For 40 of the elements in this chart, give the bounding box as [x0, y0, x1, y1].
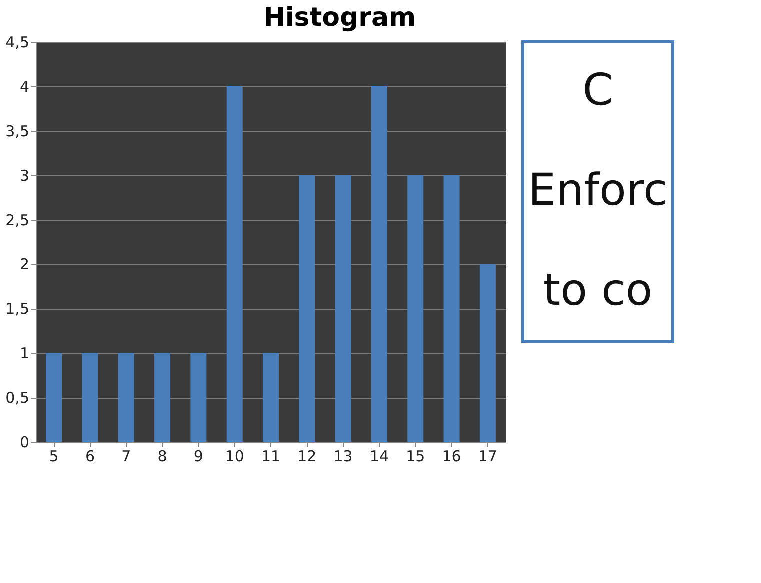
bar	[154, 353, 171, 442]
x-tick-label: 5	[49, 448, 59, 466]
text: C	[582, 65, 614, 116]
bar	[82, 353, 98, 442]
y-tick-label: 4,5	[6, 34, 30, 52]
y-tick-label: 4	[20, 78, 30, 96]
text: to co	[543, 265, 653, 316]
y-tick-label: 1,5	[6, 300, 30, 318]
x-tick-label: 9	[194, 448, 204, 466]
bar	[408, 175, 424, 442]
y-tick-label: 0,5	[6, 389, 30, 408]
bar	[263, 353, 279, 442]
bar	[190, 353, 207, 442]
bar	[335, 175, 352, 442]
x-tick-label: 16	[442, 448, 462, 466]
bar	[226, 86, 243, 442]
text: Enforc	[528, 165, 668, 216]
x-tick-label: 11	[261, 448, 281, 466]
x-tick-label: 6	[85, 448, 96, 466]
x-tick-label: 14	[370, 448, 390, 466]
bar	[299, 175, 316, 442]
x-tick-label: 15	[406, 448, 426, 466]
x-tick-label: 8	[158, 448, 168, 466]
y-tick-label: 0	[20, 434, 30, 452]
x-tick-label: 12	[298, 448, 317, 466]
bar	[371, 86, 388, 442]
x-tick-label: 17	[478, 448, 498, 466]
bar	[480, 264, 496, 442]
y-tick-label: 2	[20, 256, 30, 274]
x-tick-label: 10	[225, 448, 244, 466]
bar	[46, 353, 62, 442]
chart-title: Histogram	[264, 3, 416, 33]
bar	[444, 175, 460, 442]
y-tick-label: 2,5	[6, 211, 30, 230]
y-tick-label: 3,5	[6, 122, 30, 140]
y-tick-label: 3	[20, 166, 30, 185]
x-tick-label: 7	[122, 448, 132, 466]
bar	[118, 353, 134, 442]
y-tick-label: 1	[20, 344, 30, 363]
x-tick-label: 13	[334, 448, 353, 466]
